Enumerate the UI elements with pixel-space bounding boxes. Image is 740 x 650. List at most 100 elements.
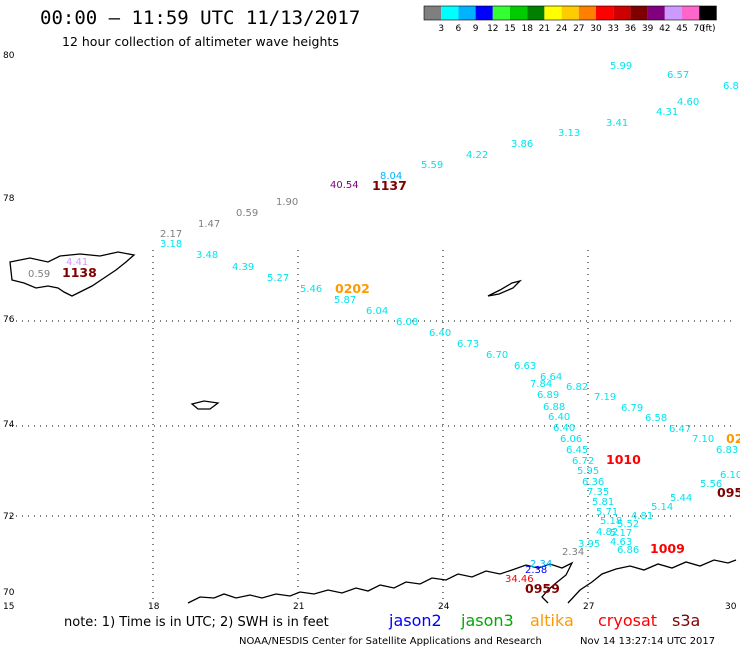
- colorbar-swatch: [510, 6, 528, 20]
- legend-jason3: jason3: [460, 611, 514, 630]
- wave-height-label: 2.38: [525, 565, 547, 576]
- lat-label-78: 78: [3, 194, 15, 204]
- wave-height-label: 2.17: [160, 229, 182, 240]
- bear-island: [190, 400, 220, 410]
- wave-height-label: 6.86: [617, 545, 639, 556]
- wave-height-label: 4.81: [631, 511, 653, 522]
- colorbar-swatch: [424, 6, 442, 20]
- wave-height-label: 5.44: [670, 493, 692, 504]
- colorbar-label: 70: [693, 24, 705, 34]
- wave-height-label: 5.71: [596, 507, 618, 518]
- wave-height-label: 1.47: [198, 219, 220, 230]
- colorbar-swatch: [561, 6, 579, 20]
- lon-label-30: 30: [725, 602, 737, 612]
- wave-height-label: 5.59: [421, 160, 443, 171]
- wave-height-label: 5.95: [577, 466, 599, 477]
- colorbar-label: 30: [590, 24, 602, 34]
- wave-height-label: 3.86: [511, 139, 533, 150]
- kola-coast: [567, 559, 737, 604]
- wave-height-label: 6.70: [486, 350, 508, 361]
- map-title: 00:00 – 11:59 UTC 11/13/2017: [40, 7, 360, 29]
- colorbar-swatch: [682, 6, 700, 20]
- wave-height-label: 2.34: [562, 547, 584, 558]
- colorbar-swatch: [664, 6, 682, 20]
- wave-height-label: 4.39: [232, 262, 254, 273]
- pass-time-label: 1138: [62, 265, 97, 280]
- wave-height-label: 5.56: [700, 479, 722, 490]
- lon-label-27: 27: [583, 602, 594, 612]
- wave-height-label: 5.27: [267, 273, 289, 284]
- wave-height-label: 6.82: [566, 382, 588, 393]
- lat-label-70: 70: [3, 588, 15, 598]
- lon-label-24: 24: [438, 602, 450, 612]
- lat-label-80: 80: [3, 51, 15, 61]
- pass-time-label: 0202: [335, 281, 370, 296]
- colorbar-swatch: [492, 6, 510, 20]
- colorbar-swatch: [596, 6, 614, 20]
- svalbard-island: [9, 251, 136, 297]
- wave-height-label: 6.83: [716, 445, 738, 456]
- wave-height-label: 4.60: [677, 97, 699, 108]
- map-subtitle: 12 hour collection of altimeter wave hei…: [62, 34, 339, 49]
- colorbar-swatch: [475, 6, 493, 20]
- legend-jason2: jason2: [388, 611, 442, 630]
- wave-height-label: 4.41: [66, 257, 88, 268]
- colorbar-label: 12: [487, 24, 498, 34]
- wave-height-label: 6.8: [723, 81, 739, 92]
- wave-height-label: 6.63: [514, 361, 536, 372]
- pass-time-label: 1009: [650, 541, 685, 556]
- wave-height-label: 6.06: [560, 434, 582, 445]
- pass-time-label: 0959: [525, 581, 560, 596]
- lon-label-15: 15: [3, 602, 14, 612]
- footer-timestamp: Nov 14 13:27:14 UTC 2017: [580, 636, 715, 647]
- wave-height-label: 4.82: [596, 527, 618, 538]
- colorbar-label: 45: [676, 24, 687, 34]
- colorbar-label: 9: [473, 24, 479, 34]
- wave-height-label: 4.63: [610, 537, 632, 548]
- wave-height-label: 5.81: [592, 497, 614, 508]
- lat-label-74: 74: [3, 420, 15, 430]
- wave-height-label: 7.10: [692, 434, 714, 445]
- colorbar-label: 15: [504, 24, 515, 34]
- colorbar-swatch: [458, 6, 476, 20]
- wave-height-annotations: 5.99 6.57 6.8 4.604.31 3.41 3.13 3.86 4.22 5.59 8…: [28, 61, 740, 596]
- wave-height-label: 5.99: [610, 61, 632, 72]
- lon-label-21: 21: [293, 602, 304, 612]
- colorbar-swatch: [630, 6, 648, 20]
- satellite-legend: jason2 jason3 altika cryosat s3a: [388, 611, 700, 630]
- lat-label-76: 76: [3, 315, 15, 325]
- wave-height-label: 3.95: [578, 539, 600, 550]
- colorbar-label: 33: [607, 24, 618, 34]
- wave-height-label: 6.64: [540, 372, 562, 383]
- lon-label-18: 18: [148, 602, 160, 612]
- wave-height-label: 6.57: [667, 70, 689, 81]
- colorbar-swatch: [544, 6, 562, 20]
- wave-height-label: 5.52: [617, 519, 639, 530]
- wave-height-label: 7.84: [530, 379, 552, 390]
- wave-height-label: 6.79: [621, 403, 643, 414]
- wave-height-label: 7.19: [594, 392, 616, 403]
- colorbar-frame: [423, 5, 717, 21]
- wave-height-label: 6.08: [396, 317, 418, 328]
- wave-height-label: 34.46: [505, 574, 534, 585]
- pass-time-label: 02: [726, 431, 740, 446]
- footer-note: note: 1) Time is in UTC; 2) SWH is in fe…: [64, 615, 329, 630]
- wave-height-label: 6.04: [366, 306, 388, 317]
- colorbar-legend: 3 6 9 12 15 18 21 24 27 30 33 36 39 42 45 70: [423, 5, 717, 34]
- colorbar-label: 21: [539, 24, 550, 34]
- wave-height-label: 0.59: [236, 208, 258, 219]
- colorbar-label: 27: [573, 24, 584, 34]
- wave-height-label: 5.18: [600, 516, 622, 527]
- wave-height-label: 1.90: [276, 197, 298, 208]
- colorbar-swatch: [441, 6, 459, 20]
- lat-label-72: 72: [3, 512, 14, 522]
- colorbar-swatch: [578, 6, 596, 20]
- wave-height-label: 40.54: [330, 180, 359, 191]
- wave-height-label: 3.13: [558, 128, 580, 139]
- colorbar-label: 24: [556, 24, 568, 34]
- wave-height-label: 8.04: [380, 171, 402, 182]
- wave-height-label: 6.73: [457, 339, 479, 350]
- lat-lon-grid: [10, 250, 735, 603]
- colorbar-label: 6: [456, 24, 462, 34]
